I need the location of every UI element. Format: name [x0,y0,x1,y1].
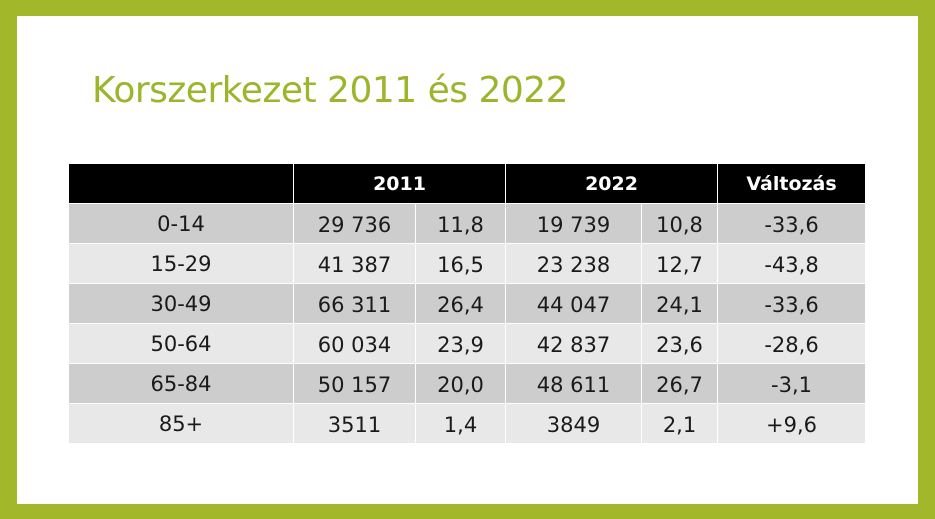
table-header-row: 2011 2022 Változás [68,163,867,204]
count-2022-cell: 19 739 [505,203,643,244]
share-2011-cell: 26,4 [414,283,507,324]
count-2022-cell: 23 238 [505,243,643,284]
change-cell: -33,6 [717,283,867,324]
share-2022-cell: 23,6 [641,323,719,364]
count-2022-cell: 3849 [505,403,643,444]
slide: Korszerkezet 2011 és 2022 2011 2022 Vált… [17,16,918,504]
count-2022-cell: 48 611 [505,363,643,404]
count-2011-cell: 3511 [293,403,416,444]
count-2011-cell: 41 387 [293,243,416,284]
share-2022-cell: 12,7 [641,243,719,284]
share-2022-cell: 10,8 [641,203,719,244]
count-2022-cell: 42 837 [505,323,643,364]
header-2022: 2022 [505,163,719,204]
age-group-cell: 65-84 [68,363,294,404]
table-row: 50-64 60 034 23,9 42 837 23,6 -28,6 [68,323,867,364]
count-2011-cell: 29 736 [293,203,416,244]
slide-title: Korszerkezet 2011 és 2022 [92,70,569,111]
share-2022-cell: 2,1 [641,403,719,444]
age-group-cell: 0-14 [68,203,294,244]
share-2011-cell: 23,9 [414,323,507,364]
table-row: 85+ 3511 1,4 3849 2,1 +9,6 [68,403,867,444]
share-2011-cell: 16,5 [414,243,507,284]
age-group-cell: 30-49 [68,283,294,324]
age-structure-table: 2011 2022 Változás 0-14 29 736 11,8 19 7… [68,163,867,444]
change-cell: -3,1 [717,363,867,404]
count-2022-cell: 44 047 [505,283,643,324]
change-cell: -33,6 [717,203,867,244]
change-cell: -43,8 [717,243,867,284]
header-2011: 2011 [292,163,507,204]
age-group-cell: 50-64 [68,323,294,364]
age-group-cell: 15-29 [68,243,294,284]
share-2022-cell: 24,1 [641,283,719,324]
table-row: 65-84 50 157 20,0 48 611 26,7 -3,1 [68,363,867,404]
count-2011-cell: 66 311 [293,283,416,324]
header-change: Változás [717,163,867,204]
share-2022-cell: 26,7 [641,363,719,404]
header-age-group [68,163,294,204]
share-2011-cell: 1,4 [414,403,507,444]
share-2011-cell: 11,8 [414,203,507,244]
table-row: 0-14 29 736 11,8 19 739 10,8 -33,6 [68,203,867,244]
table-row: 30-49 66 311 26,4 44 047 24,1 -33,6 [68,283,867,324]
age-group-cell: 85+ [68,403,294,444]
count-2011-cell: 50 157 [293,363,416,404]
table-row: 15-29 41 387 16,5 23 238 12,7 -43,8 [68,243,867,284]
change-cell: +9,6 [717,403,867,444]
share-2011-cell: 20,0 [414,363,507,404]
count-2011-cell: 60 034 [293,323,416,364]
change-cell: -28,6 [717,323,867,364]
